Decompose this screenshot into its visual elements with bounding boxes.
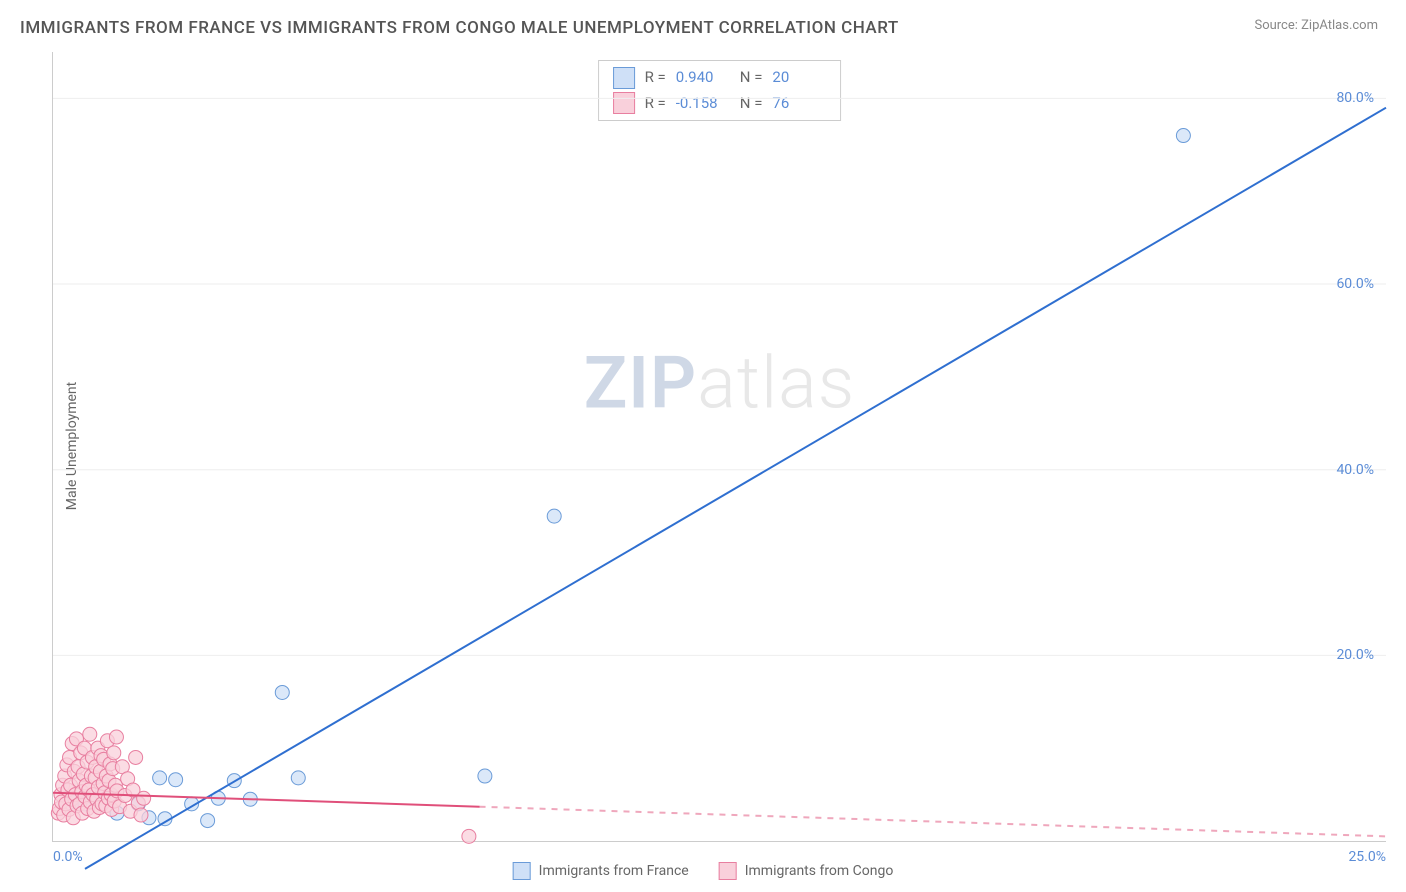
x-tick-min: 0.0% — [53, 849, 83, 865]
legend-item-congo: Immigrants from Congo — [719, 862, 894, 880]
chart-title: IMMIGRANTS FROM FRANCE VS IMMIGRANTS FRO… — [20, 18, 899, 38]
x-tick-max: 25.0% — [1348, 849, 1386, 865]
legend-swatch-congo — [719, 862, 737, 880]
y-tick-label: 60.0% — [1336, 276, 1374, 292]
plot-area: ZIPatlas R = 0.940 N = 20 R = -0.158 N =… — [52, 52, 1386, 842]
chart-svg — [53, 52, 1386, 841]
legend-label-france: Immigrants from France — [539, 863, 689, 879]
source-label: Source: ZipAtlas.com — [1254, 18, 1378, 33]
y-tick-label: 80.0% — [1336, 90, 1374, 106]
legend-swatch-france — [513, 862, 531, 880]
legend-item-france: Immigrants from France — [513, 862, 689, 880]
legend-label-congo: Immigrants from Congo — [745, 863, 894, 879]
y-tick-label: 20.0% — [1336, 647, 1374, 663]
y-tick-label: 40.0% — [1336, 462, 1374, 478]
legend-bottom: Immigrants from France Immigrants from C… — [513, 862, 894, 880]
